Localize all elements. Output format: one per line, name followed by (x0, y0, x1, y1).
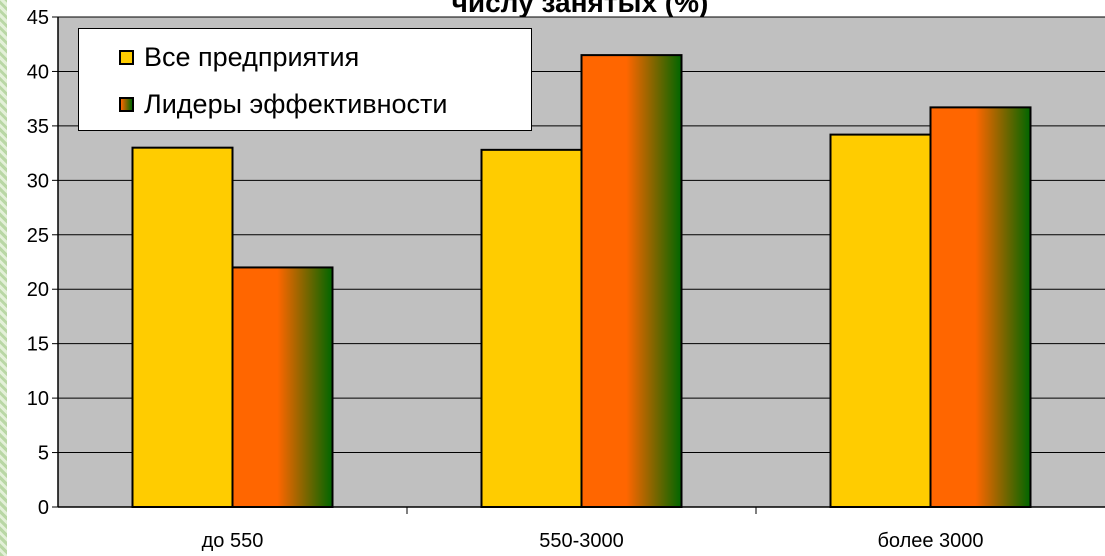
x-axis-ticks: до 550 550-3000 более 3000 (202, 507, 984, 552)
y-tick-label: 5 (38, 443, 49, 465)
x-category-label: до 550 (202, 530, 264, 552)
bar-all-enterprises-0 (131, 146, 234, 509)
legend-label: Все предприятия (144, 41, 360, 72)
legend-item-all-enterprises: Все предприятия (119, 42, 359, 72)
bar-efficiency-leaders-2 (929, 106, 1032, 508)
y-tick-label: 45 (27, 7, 49, 29)
legend-item-efficiency-leaders: Лидеры эффективности (119, 89, 448, 119)
bar-all-enterprises-2 (829, 133, 932, 508)
y-tick-label: 40 (27, 61, 49, 83)
bar-efficiency-leaders-1 (580, 54, 683, 508)
legend-swatch-all-enterprises (119, 49, 134, 65)
legend-label: Лидеры эффективности (144, 88, 448, 119)
x-category-label: более 3000 (877, 530, 983, 552)
x-category-label: 550-3000 (539, 530, 624, 552)
decorative-left-strip (0, 0, 7, 556)
bar-all-enterprises-1 (480, 148, 583, 508)
y-tick-label: 35 (27, 116, 49, 138)
bar-efficiency-leaders-0 (231, 266, 334, 509)
y-tick-label: 15 (27, 334, 49, 356)
y-tick-label: 10 (27, 388, 49, 410)
legend: Все предприятия Лидеры эффективности (78, 28, 532, 131)
y-tick-label: 30 (27, 170, 49, 192)
y-tick-label: 0 (38, 497, 49, 519)
bars (131, 54, 1032, 509)
legend-swatch-efficiency-leaders (119, 96, 134, 112)
y-axis-ticks: 0 5 10 15 20 25 30 35 40 45 (27, 7, 58, 519)
y-tick-label: 25 (27, 225, 49, 247)
chart-title: числу занятых (%) (452, 0, 709, 18)
y-tick-label: 20 (27, 279, 49, 301)
